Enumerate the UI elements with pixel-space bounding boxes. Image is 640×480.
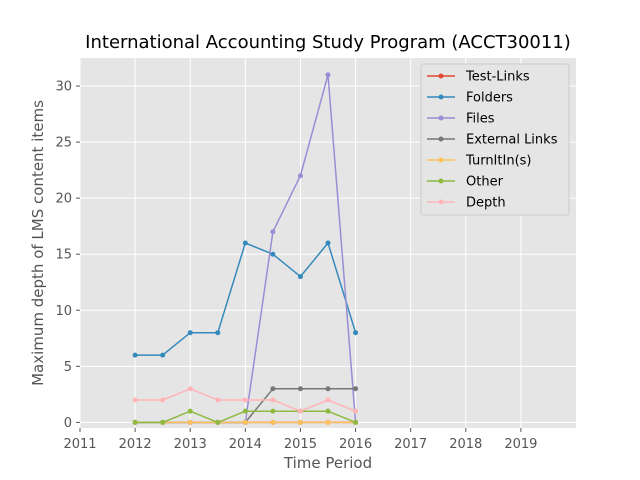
x-tick-label: 2015: [284, 437, 317, 452]
x-tick-label: 2019: [504, 437, 537, 452]
x-tick-label: 2013: [174, 437, 207, 452]
axis-ticks: 2011 2012 2013 2014 2015 2016 2017 2018 20190510…: [55, 80, 537, 452]
data-point-depth: [353, 408, 359, 414]
data-point-other: [132, 419, 138, 425]
data-point-turnitin-s: [297, 419, 303, 425]
data-point-turnitin-s: [242, 419, 248, 425]
data-point-depth: [160, 397, 166, 403]
data-point-external-links: [325, 386, 331, 392]
y-tick-label: 0: [64, 416, 72, 431]
y-tick-label: 30: [55, 80, 72, 95]
data-point-depth: [242, 397, 248, 403]
y-tick-label: 5: [64, 360, 72, 375]
data-point-folders: [325, 240, 331, 246]
y-axis-title: Maximum depth of LMS content items: [29, 100, 47, 386]
x-tick-label: 2012: [119, 437, 152, 452]
data-point-depth: [187, 386, 193, 392]
data-point-depth: [297, 408, 303, 414]
legend-marker: [438, 157, 444, 163]
legend-item: External Links: [427, 133, 558, 148]
legend-marker: [438, 136, 444, 142]
legend-item: Test-Links: [427, 70, 530, 85]
legend-label: Depth: [466, 196, 506, 211]
data-point-other: [242, 408, 248, 414]
data-point-depth: [215, 397, 221, 403]
legend-marker: [438, 199, 444, 205]
x-axis-title: Time Period: [283, 454, 372, 472]
x-tick-label: 2017: [394, 437, 427, 452]
y-tick-label: 25: [55, 136, 72, 151]
data-point-turnitin-s: [187, 419, 193, 425]
legend-item: Files: [427, 112, 495, 127]
data-point-folders: [187, 330, 193, 336]
data-point-files: [270, 229, 276, 235]
legend-label: Files: [466, 112, 495, 127]
legend: Test-Links Folders Files External Links Turn…: [420, 63, 570, 216]
data-point-external-links: [297, 386, 303, 392]
series-other: [132, 408, 359, 425]
legend-item: Depth: [427, 196, 506, 211]
legend-marker: [438, 115, 444, 121]
legend-label: External Links: [466, 133, 558, 148]
legend-label: Test-Links: [465, 70, 530, 85]
x-tick-label: 2011: [63, 437, 96, 452]
series-depth: [132, 386, 359, 414]
data-point-other: [270, 408, 276, 414]
series-layer: [132, 72, 359, 425]
data-point-folders: [297, 274, 303, 280]
data-point-files: [297, 173, 303, 179]
data-point-other: [215, 419, 221, 425]
data-point-folders: [215, 330, 221, 336]
x-tick-label: 2014: [229, 437, 262, 452]
data-point-other: [353, 419, 359, 425]
data-point-folders: [270, 251, 276, 257]
data-point-other: [325, 408, 331, 414]
data-point-other: [160, 419, 166, 425]
legend-label: TurnItIn(s): [465, 154, 531, 169]
legend-marker: [438, 94, 444, 100]
data-point-turnitin-s: [270, 419, 276, 425]
data-point-folders: [160, 352, 166, 358]
data-point-files: [325, 72, 331, 78]
data-point-depth: [132, 397, 138, 403]
legend-marker: [438, 178, 444, 184]
legend-box: [420, 63, 570, 216]
x-tick-label: 2016: [339, 437, 372, 452]
data-point-folders: [353, 330, 359, 336]
series-folders: [132, 240, 359, 358]
legend-label: Folders: [466, 91, 513, 106]
legend-label: Other: [466, 175, 504, 190]
legend-item: Other: [427, 175, 504, 190]
legend-item: Folders: [427, 91, 513, 106]
data-point-folders: [132, 352, 138, 358]
x-tick-label: 2018: [449, 437, 482, 452]
data-point-depth: [270, 397, 276, 403]
legend-marker: [438, 73, 444, 79]
y-tick-label: 20: [55, 192, 72, 207]
data-point-other: [187, 408, 193, 414]
data-point-external-links: [353, 386, 359, 392]
y-tick-label: 15: [55, 248, 72, 263]
y-tick-label: 10: [55, 304, 72, 319]
data-point-depth: [325, 397, 331, 403]
data-point-turnitin-s: [325, 419, 331, 425]
data-point-external-links: [270, 386, 276, 392]
legend-item: TurnItIn(s): [427, 154, 531, 169]
data-point-folders: [242, 240, 248, 246]
chart-title: International Accounting Study Program (…: [85, 32, 571, 53]
